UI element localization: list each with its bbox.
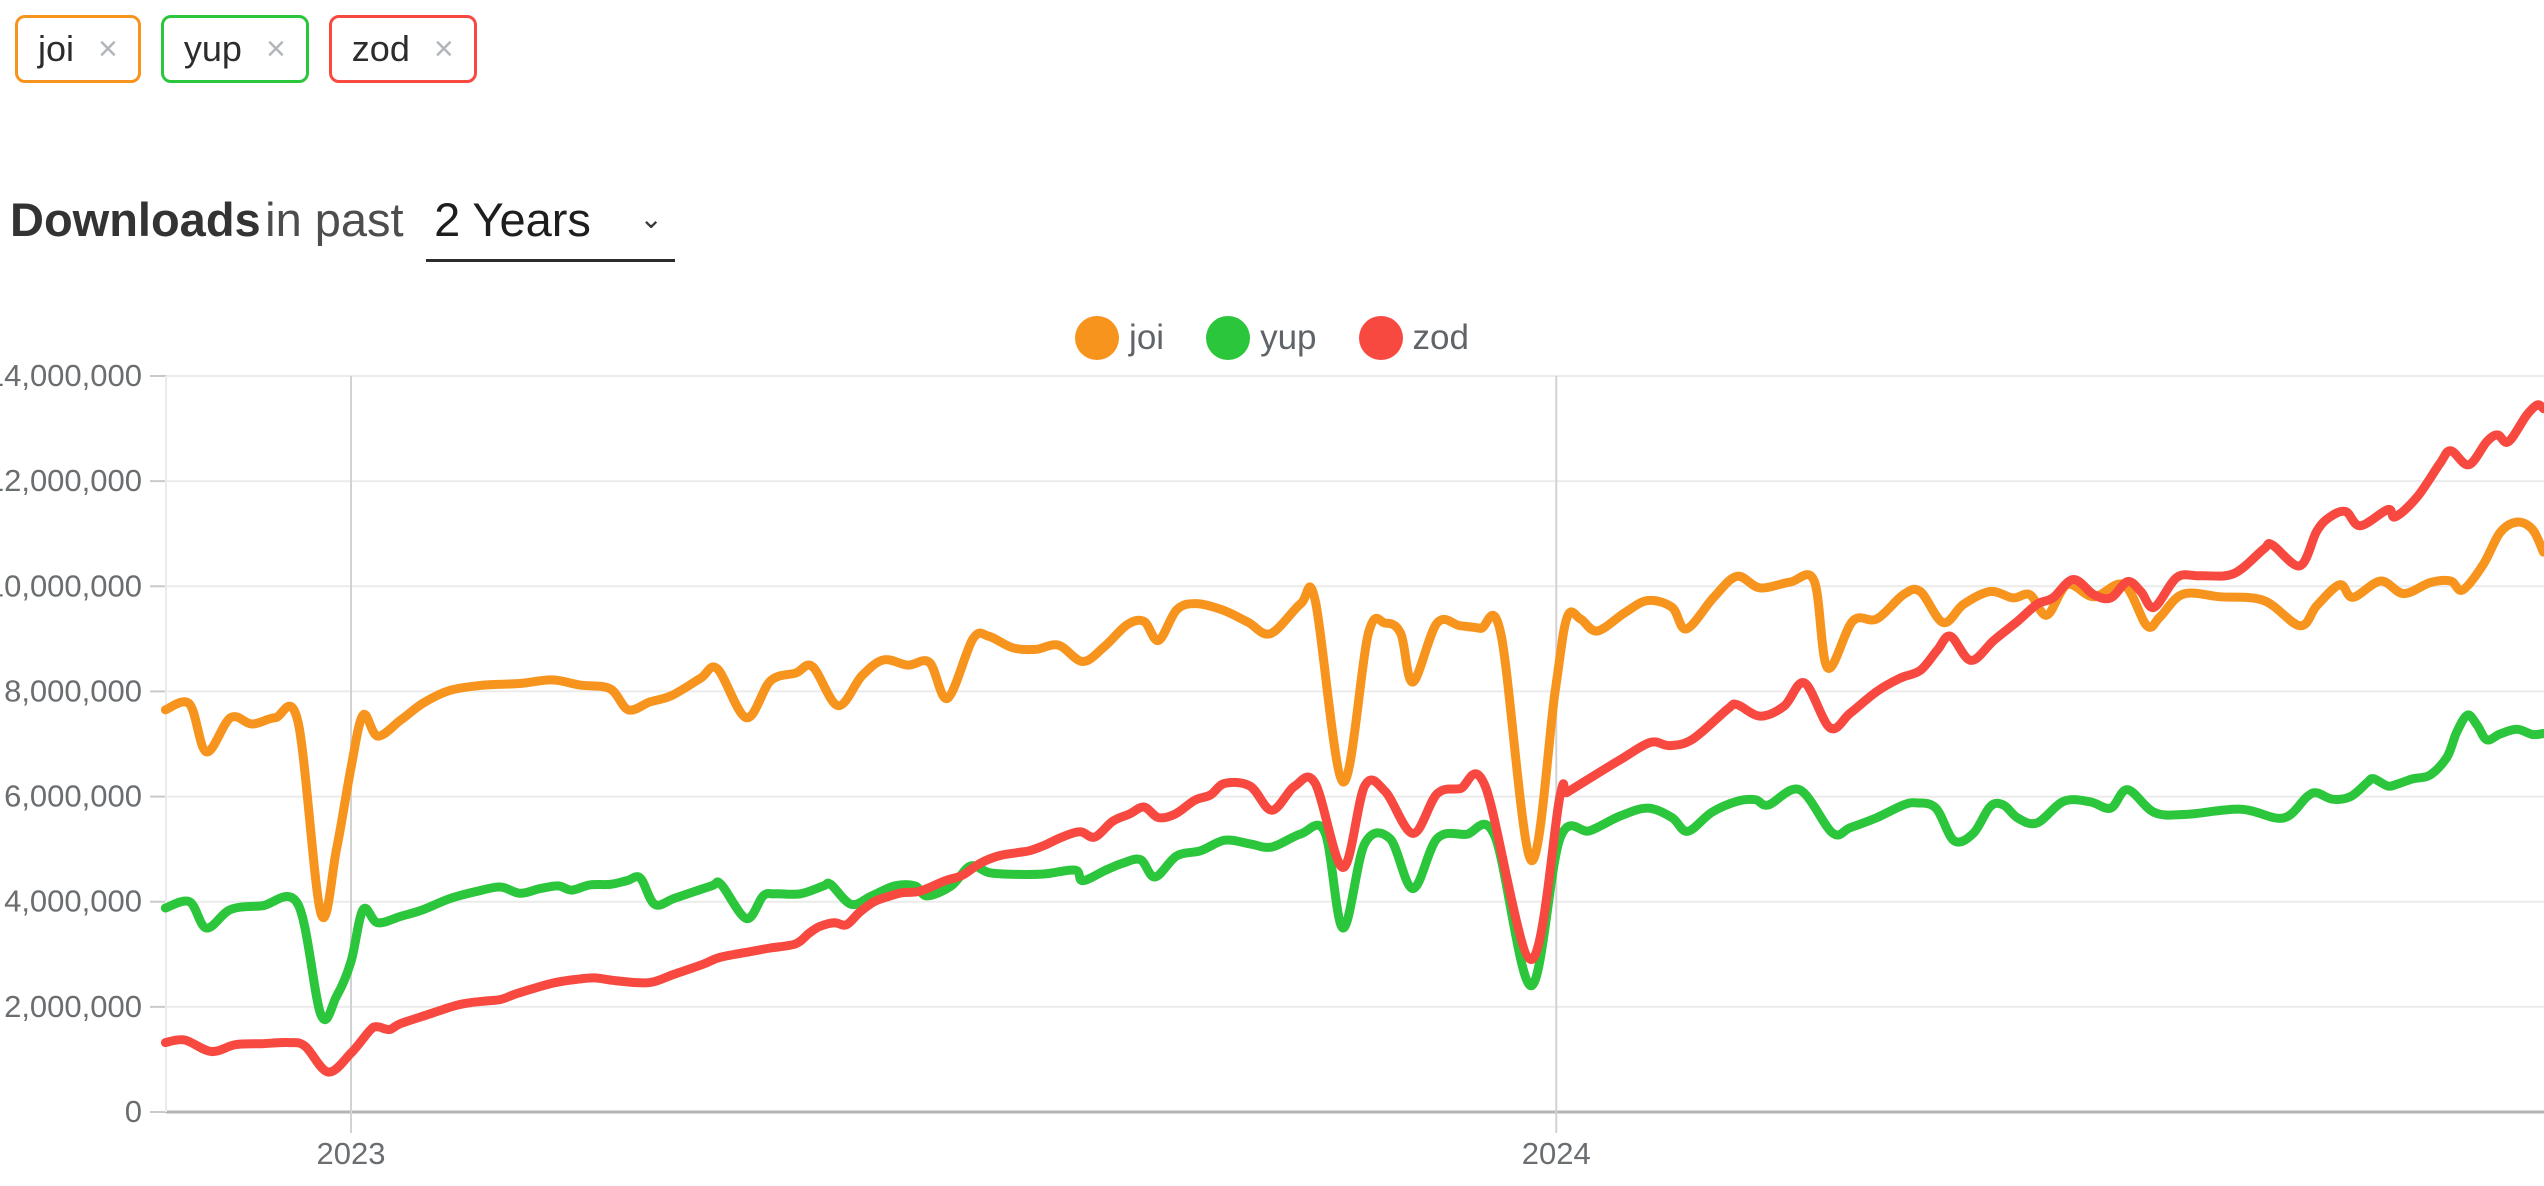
page-title: Downloads (10, 193, 261, 246)
y-axis-label: 4,000,000 (4, 884, 142, 919)
page-title-middle: in past (265, 193, 404, 246)
series-line-yup[interactable] (160, 710, 2544, 1025)
x-axis-label: 2023 (317, 1136, 386, 1171)
legend-label: joi (1129, 318, 1165, 357)
package-tags-row: joi × yup × zod × (15, 15, 477, 83)
legend-dot-zod (1358, 316, 1403, 360)
time-range-value: 2 Years (434, 193, 591, 246)
y-axis-label: 2,000,000 (4, 989, 142, 1024)
legend-item-joi[interactable]: joi (1075, 316, 1164, 360)
y-axis-label: 6,000,000 (4, 779, 142, 814)
legend-item-yup[interactable]: yup (1206, 316, 1317, 360)
remove-tag-icon[interactable]: × (433, 30, 454, 68)
legend-item-zod[interactable]: zod (1358, 316, 1469, 360)
y-axis-label: 14,000,000 (0, 358, 142, 393)
package-tag-joi[interactable]: joi × (15, 15, 141, 83)
legend-dot-yup (1206, 316, 1251, 360)
y-axis-label: 8,000,000 (4, 673, 142, 708)
package-tag-label: joi (38, 28, 75, 69)
y-axis-label: 0 (125, 1094, 142, 1129)
package-tag-label: zod (351, 28, 410, 69)
package-tag-yup[interactable]: yup × (160, 15, 309, 83)
time-range-select[interactable]: 2 Years ⌄ (426, 192, 675, 262)
remove-tag-icon[interactable]: × (265, 30, 286, 68)
package-tag-label: yup (183, 28, 242, 69)
y-axis-label: 10,000,000 (0, 568, 142, 603)
x-axis-label: 2024 (1522, 1136, 1591, 1171)
y-axis-label: 12,000,000 (0, 463, 142, 498)
chart-legend: joi yup zod (0, 316, 2544, 360)
legend-label: yup (1260, 318, 1317, 357)
chevron-down-icon: ⌄ (639, 203, 663, 234)
remove-tag-icon[interactable]: × (98, 30, 118, 68)
series-line-joi[interactable] (160, 517, 2544, 922)
package-tag-zod[interactable]: zod × (328, 15, 477, 83)
series-line-zod[interactable] (160, 400, 2544, 1077)
legend-dot-joi (1075, 316, 1120, 360)
chart-title-row: Downloads in past 2 Years ⌄ (10, 192, 675, 262)
legend-label: zod (1412, 318, 1469, 357)
